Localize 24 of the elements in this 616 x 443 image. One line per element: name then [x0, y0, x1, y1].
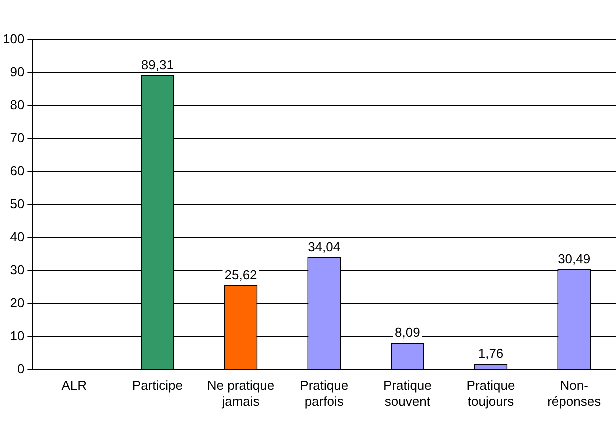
- data-label: 8,09: [395, 325, 420, 340]
- data-label: 25,62: [224, 267, 258, 282]
- data-label: 89,31: [141, 57, 174, 72]
- y-tick-label: 20: [10, 295, 25, 310]
- data-label: 1,76: [478, 346, 504, 362]
- y-tick-label: 30: [10, 262, 25, 278]
- x-tick-label: ALR: [62, 378, 88, 394]
- x-tick-label: Pratique souvent: [383, 378, 432, 409]
- x-tick-label: Pratique parfois: [300, 378, 349, 409]
- y-tick-label: 40: [10, 229, 25, 244]
- y-tick-label: 0: [17, 361, 25, 376]
- y-tick-label: 50: [10, 196, 25, 212]
- data-label: 34,04: [308, 240, 341, 255]
- y-tick-label: 80: [10, 98, 25, 113]
- data-label: 30,49: [558, 251, 591, 266]
- x-tick-label: Ne pratique jamais: [207, 378, 275, 409]
- y-tick-label: 10: [10, 328, 25, 344]
- y-tick-label: 100: [2, 32, 25, 47]
- y-tick-label: 60: [10, 164, 25, 178]
- y-tick-label: 90: [10, 64, 25, 80]
- x-tick-label: Pratique toujours: [466, 378, 516, 409]
- x-tick-label: Non-réponses: [548, 378, 602, 409]
- y-tick-label: 70: [10, 130, 25, 146]
- x-tick-label: Participe: [132, 378, 183, 394]
